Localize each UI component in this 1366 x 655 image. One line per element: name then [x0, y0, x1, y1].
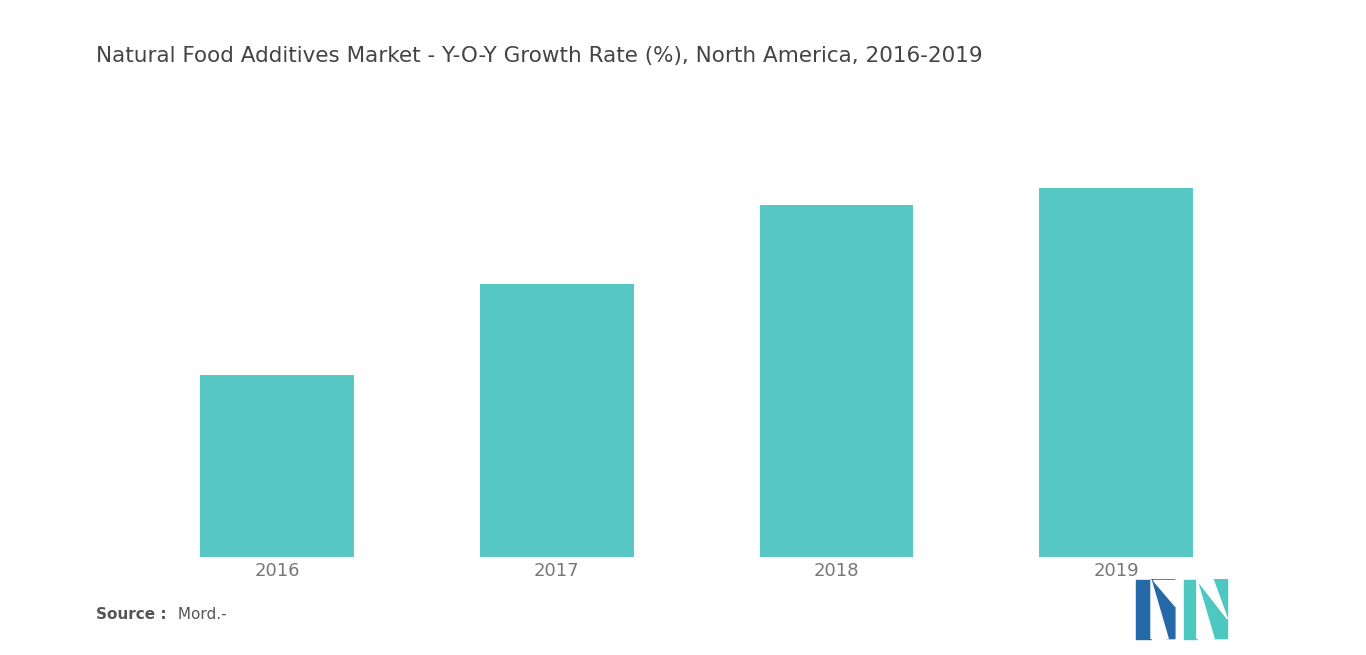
Polygon shape — [1183, 580, 1197, 639]
Polygon shape — [1197, 580, 1214, 639]
Polygon shape — [1135, 580, 1152, 639]
Polygon shape — [1197, 580, 1228, 619]
Polygon shape — [1152, 580, 1175, 639]
Text: Source :: Source : — [96, 607, 167, 622]
Polygon shape — [1153, 580, 1175, 606]
Bar — [201, 375, 354, 557]
Polygon shape — [1197, 580, 1228, 639]
Text: Mord.-: Mord.- — [173, 607, 227, 622]
Bar — [479, 284, 634, 557]
Bar — [1040, 188, 1193, 557]
Polygon shape — [1152, 580, 1168, 639]
Text: Natural Food Additives Market - Y-O-Y Growth Rate (%), North America, 2016-2019: Natural Food Additives Market - Y-O-Y Gr… — [96, 46, 982, 66]
Bar — [759, 205, 914, 557]
